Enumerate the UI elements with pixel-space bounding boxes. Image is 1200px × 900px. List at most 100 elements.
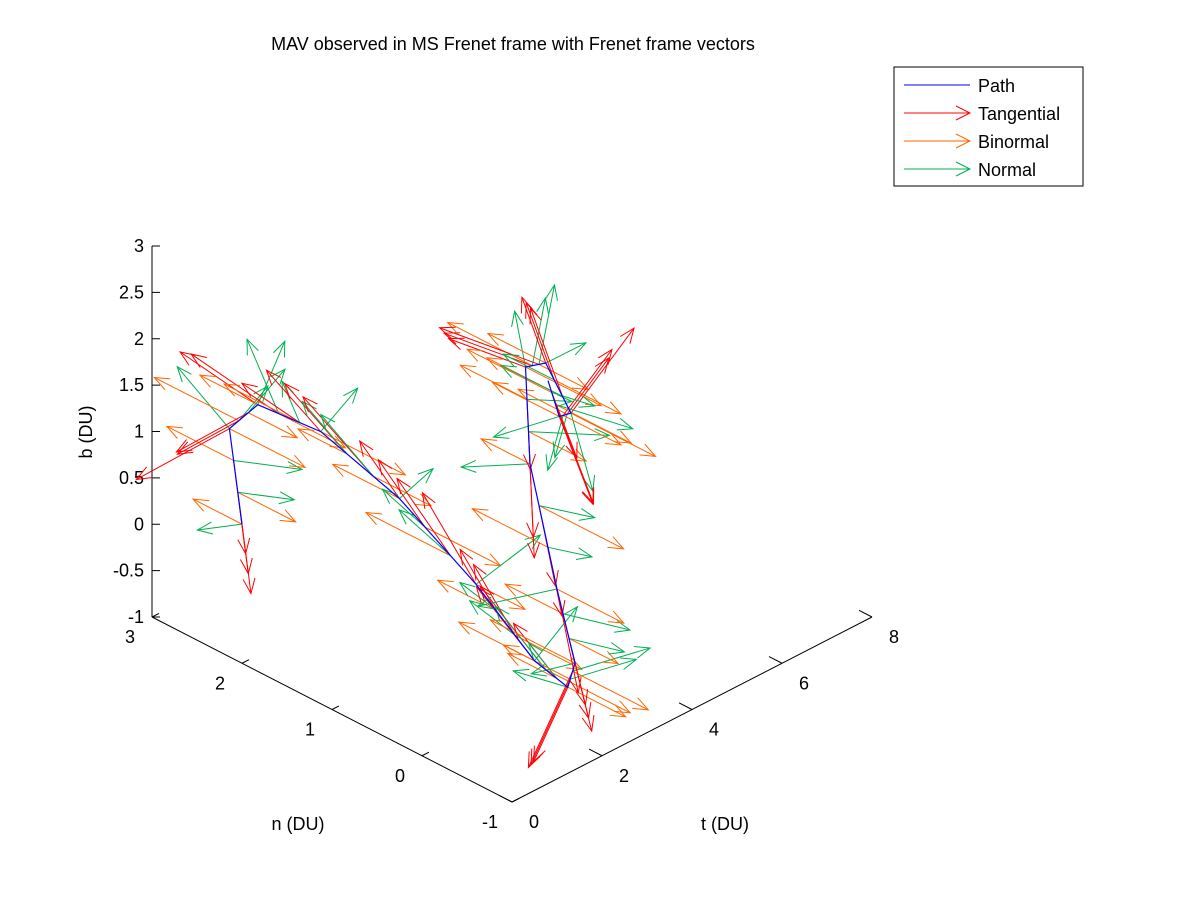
tangential-arrow xyxy=(527,670,574,769)
normal-arrow xyxy=(545,415,564,472)
binormal-arrow xyxy=(506,652,557,679)
legend-label-normal: Normal xyxy=(978,160,1036,180)
path-line xyxy=(228,362,576,689)
tangential-arrow xyxy=(555,404,595,505)
x-axis-label: t (DU) xyxy=(701,814,749,834)
legend-label-binormal: Binormal xyxy=(978,132,1049,152)
chart-title: MAV observed in MS Frenet frame with Fre… xyxy=(271,34,755,54)
legend-label-tangential: Tangential xyxy=(978,104,1060,124)
binormal-arrow xyxy=(489,619,576,664)
tangential-arrow xyxy=(178,351,259,406)
normal-arrow xyxy=(319,413,374,477)
normal-arrow xyxy=(320,387,359,432)
y-tick-label: -1 xyxy=(482,812,498,832)
binormal-arrow xyxy=(446,321,533,367)
normal-arrow xyxy=(494,605,546,670)
tangential-arrow xyxy=(421,491,477,585)
binormal-arrow xyxy=(503,583,564,615)
tangential-arrow xyxy=(566,356,610,415)
binormal-arrow xyxy=(556,588,625,624)
z-tick-label: 2 xyxy=(134,329,144,349)
legend-item-normal: Normal xyxy=(904,160,1036,180)
x-tick xyxy=(678,702,693,710)
legend-box xyxy=(893,66,1084,187)
binormal-arrow xyxy=(229,428,307,468)
binormal-arrow xyxy=(222,383,300,424)
normal-arrow xyxy=(529,662,576,677)
binormal-arrow xyxy=(568,637,620,665)
tangential-arrow xyxy=(265,369,322,432)
tangential-arrow xyxy=(533,687,569,763)
tangential-arrow xyxy=(526,431,540,539)
normal-arrow xyxy=(398,508,451,557)
normal-arrow xyxy=(534,605,579,662)
y-tick-label: 2 xyxy=(215,673,225,693)
z-tick-label: -1 xyxy=(128,607,144,627)
binormal-arrow xyxy=(465,348,552,393)
legend-label-path: Path xyxy=(978,76,1015,96)
tangential-arrow xyxy=(377,458,426,528)
normal-arrow xyxy=(499,364,563,397)
x-tick-label: 4 xyxy=(709,720,719,740)
normal-arrow xyxy=(246,337,280,414)
normal-arrow xyxy=(237,491,296,505)
binormal-arrow xyxy=(248,412,299,439)
z-tick-label: -0.5 xyxy=(113,561,144,581)
binormal-arrow xyxy=(570,412,657,458)
y-tick xyxy=(331,705,340,710)
normal-arrow xyxy=(511,309,526,368)
z-axis-label: b (DU) xyxy=(76,406,96,459)
y-tick-label: 3 xyxy=(125,627,135,647)
tangential-arrow xyxy=(551,392,578,460)
y-axis-label: n (DU) xyxy=(272,814,325,834)
normal-arrow xyxy=(458,581,496,611)
normal-arrow xyxy=(551,392,596,408)
x-tick-label: 0 xyxy=(529,812,539,832)
x-tick-label: 6 xyxy=(799,673,809,693)
binormal-arrow xyxy=(572,670,650,711)
tangential-arrow xyxy=(459,548,496,611)
tangential-arrow xyxy=(176,420,240,455)
tangential-arrow xyxy=(562,348,613,416)
plot-lines xyxy=(135,283,657,769)
binormal-arrow xyxy=(364,511,451,557)
axes-box xyxy=(151,246,873,803)
normal-arrow xyxy=(233,459,304,474)
y-tick-label: 1 xyxy=(305,720,315,740)
binormal-arrow xyxy=(562,414,623,446)
binormal-arrow xyxy=(237,491,297,523)
legend-item-binormal: Binormal xyxy=(904,132,1049,152)
binormal-arrow xyxy=(471,508,549,548)
y-tick xyxy=(421,751,430,757)
normal-arrow xyxy=(552,414,568,459)
y-tick xyxy=(241,659,250,664)
normal-arrow xyxy=(399,467,435,499)
normal-arrow xyxy=(572,646,652,672)
normal-arrow xyxy=(475,534,542,585)
z-tick-label: 0 xyxy=(134,514,144,534)
normal-arrow xyxy=(176,365,230,429)
x-tick-label: 8 xyxy=(889,627,899,647)
binormal-arrow xyxy=(555,404,633,444)
binormal-arrow xyxy=(153,376,240,422)
binormal-arrow xyxy=(491,381,560,417)
binormal-arrow xyxy=(538,505,625,550)
tangential-arrow xyxy=(175,412,249,453)
normal-arrow xyxy=(459,459,531,473)
y-tick xyxy=(511,797,520,803)
tangential-arrow xyxy=(241,524,256,595)
legend-item-tangential: Tangential xyxy=(904,104,1060,124)
x-tick xyxy=(588,748,603,757)
binormal-arrow xyxy=(538,363,590,391)
binormal-arrow xyxy=(165,425,234,461)
normal-arrow xyxy=(547,546,594,560)
x-tick xyxy=(498,794,513,803)
binormal-arrow xyxy=(296,428,348,455)
normal-arrow xyxy=(562,613,632,633)
z-tick-label: 1 xyxy=(134,422,144,442)
tangential-arrow xyxy=(529,306,564,397)
binormal-arrow xyxy=(424,526,502,567)
binormal-arrow xyxy=(486,332,546,364)
normal-arrow xyxy=(492,415,560,439)
